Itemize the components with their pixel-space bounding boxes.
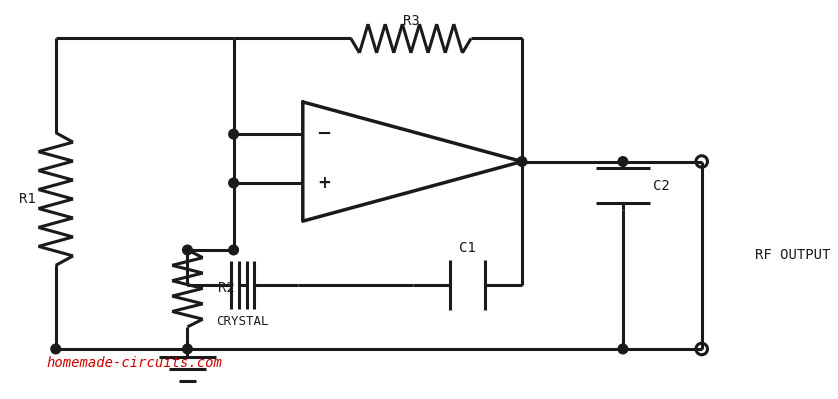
Text: +: + [317, 174, 331, 192]
Circle shape [618, 344, 628, 354]
Circle shape [51, 344, 60, 354]
Circle shape [183, 344, 192, 354]
Text: R3: R3 [402, 14, 419, 28]
Text: R2: R2 [218, 281, 235, 295]
Circle shape [183, 245, 192, 255]
Circle shape [517, 157, 527, 166]
Text: R1: R1 [18, 192, 35, 206]
Circle shape [229, 178, 238, 188]
Text: C1: C1 [459, 241, 476, 255]
Circle shape [618, 157, 628, 166]
Text: RF OUTPUT: RF OUTPUT [754, 248, 830, 262]
Text: homemade-circuits.com: homemade-circuits.com [46, 356, 222, 370]
Text: C2: C2 [653, 179, 670, 193]
Text: −: − [317, 125, 332, 143]
Circle shape [229, 245, 238, 255]
Circle shape [229, 129, 238, 139]
Text: CRYSTAL: CRYSTAL [216, 314, 269, 328]
